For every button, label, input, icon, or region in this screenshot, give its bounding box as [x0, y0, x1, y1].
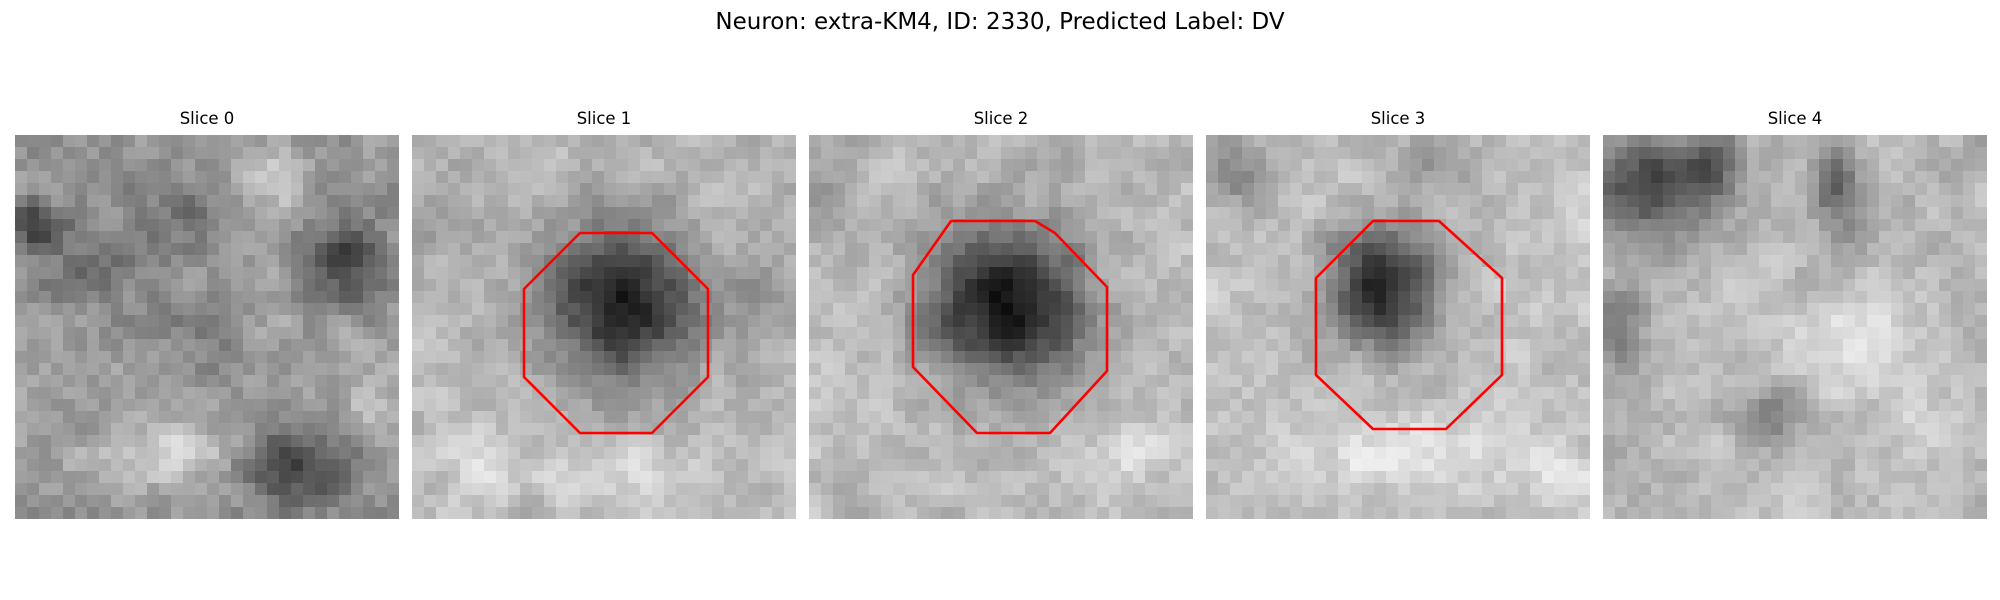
- slice-title-0: Slice 0: [179, 109, 235, 128]
- slice-image-1: [412, 135, 796, 519]
- slice-image-4: [1603, 135, 1987, 519]
- slice-image-2: [809, 135, 1193, 519]
- slice-panel-1: Slice 1: [412, 108, 796, 519]
- slice-image-0: [15, 135, 399, 519]
- slice-panel-0: Slice 0: [15, 108, 399, 519]
- slice-image-3: [1206, 135, 1590, 519]
- slice-title-2: Slice 2: [973, 109, 1029, 128]
- figure-title: Neuron: extra-KM4, ID: 2330, Predicted L…: [715, 9, 1285, 35]
- slice-panel-4: Slice 4: [1603, 108, 1987, 519]
- slice-title-4: Slice 4: [1767, 109, 1823, 128]
- slice-title-3: Slice 3: [1370, 109, 1426, 128]
- roi-contour-2: [911, 219, 1109, 435]
- slice-title-1: Slice 1: [576, 109, 632, 128]
- slice-panel-2: Slice 2: [809, 108, 1193, 519]
- slice-panel-3: Slice 3: [1206, 108, 1590, 519]
- roi-contour-3: [1314, 219, 1504, 431]
- roi-contour-1: [522, 231, 710, 435]
